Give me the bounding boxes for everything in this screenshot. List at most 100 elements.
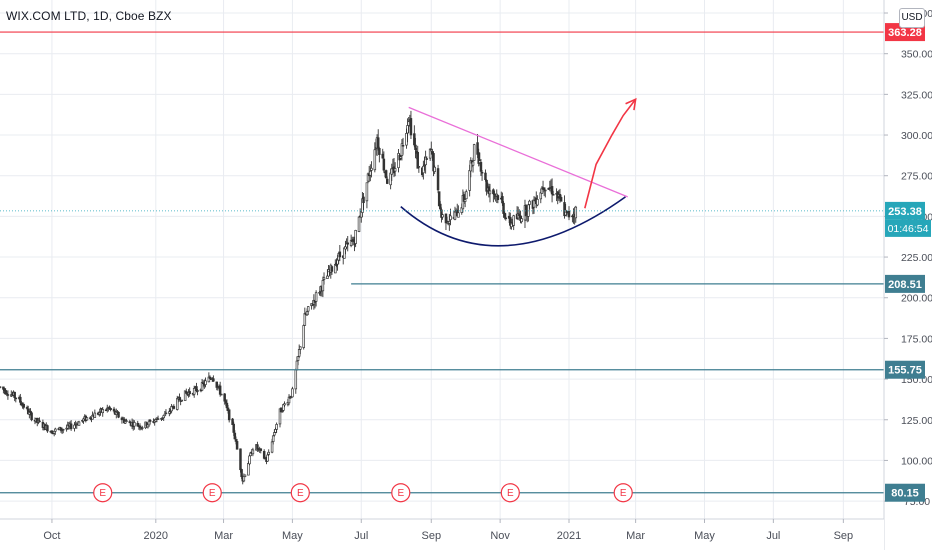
candle-body-up	[448, 221, 451, 224]
earnings-marker[interactable]	[202, 483, 222, 503]
level-label-80.15: 80.15	[885, 483, 925, 502]
candle-body-up	[248, 455, 251, 465]
candle-body-down	[233, 432, 237, 440]
earnings-marker[interactable]	[613, 483, 633, 503]
candle-body-up	[512, 215, 515, 226]
candle	[93, 409, 97, 418]
candle	[180, 399, 184, 402]
candle-body-down	[30, 412, 33, 421]
candle-body-up	[0, 386, 2, 388]
level-label-155.75-bg	[885, 360, 925, 379]
candle-body-down	[6, 394, 10, 396]
candle	[314, 290, 318, 307]
time-axis[interactable]: Oct 2020 Mar May Jul Sep Nov 2021 Mar May Jul Sep	[0, 518, 884, 550]
projection-arrow[interactable]	[584, 98, 637, 209]
candle-body-up	[196, 390, 199, 392]
candle-body-up	[204, 380, 207, 385]
candle	[156, 415, 160, 420]
candle	[200, 378, 204, 392]
candle	[409, 110, 413, 139]
candle	[346, 236, 349, 252]
candle-body-up	[251, 449, 255, 455]
earnings-marker[interactable]	[290, 483, 310, 503]
earnings-marker[interactable]	[391, 483, 411, 503]
candle	[294, 368, 298, 394]
candle	[393, 162, 397, 177]
descending-trendline[interactable]	[408, 106, 628, 198]
candle	[73, 422, 76, 432]
candle-body-down	[425, 158, 429, 160]
candle-body-up	[168, 411, 171, 414]
candle	[373, 142, 377, 173]
y-tick-label: 350.00	[901, 49, 932, 61]
earnings-marker[interactable]	[93, 483, 113, 503]
candle-body-down	[401, 145, 405, 147]
candle-body-up	[275, 424, 278, 430]
candle-body-down	[416, 151, 419, 169]
candle	[212, 375, 215, 382]
candle	[472, 143, 476, 161]
candle-body-up	[453, 211, 457, 220]
candle-body-up	[176, 398, 179, 410]
candle-body-up	[468, 170, 471, 191]
currency-button[interactable]: USD	[899, 8, 925, 28]
candle-body-down	[352, 239, 355, 242]
candle	[527, 203, 530, 222]
y-tick-label: 325.00	[901, 89, 932, 101]
candle	[574, 205, 578, 223]
candle	[378, 146, 381, 163]
earnings-marker-label: E	[397, 488, 404, 499]
last-price-label-bg	[885, 201, 925, 220]
level-label-80.15-text: 80.15	[891, 488, 919, 500]
candle	[417, 166, 421, 173]
candle	[302, 324, 305, 350]
candle-body-down	[551, 194, 555, 196]
candle-body-up	[465, 191, 468, 200]
candle	[321, 276, 325, 298]
candle-body-up	[302, 325, 305, 348]
candle-body-up	[220, 393, 223, 396]
candle-body-up	[441, 214, 444, 218]
cup-arc[interactable]	[400, 196, 626, 247]
candle	[98, 411, 101, 417]
candle	[392, 157, 396, 178]
candle-body-down	[215, 381, 219, 388]
candle	[30, 411, 33, 422]
candle	[433, 165, 436, 175]
candle	[463, 199, 467, 208]
candle-body-up	[457, 212, 460, 218]
candle-body-up	[424, 157, 427, 166]
candle-body-up	[295, 360, 299, 371]
candle-body-up	[282, 404, 285, 411]
x-tick-label: 2020	[144, 530, 168, 542]
candle-body-down	[20, 402, 23, 406]
candle	[185, 388, 188, 394]
candle-body-down	[542, 187, 546, 191]
time-axis-background	[0, 519, 884, 550]
candle-body-down	[172, 406, 176, 409]
candle	[248, 454, 251, 466]
candle-body-down	[188, 391, 191, 395]
candle	[449, 208, 452, 226]
candle-body-down	[550, 186, 554, 195]
candle-body-down	[38, 420, 41, 423]
candle-body-down	[232, 423, 235, 433]
earnings-marker-label: E	[99, 488, 106, 499]
candle-body-up	[242, 475, 246, 482]
candle	[424, 150, 427, 174]
candle-body-up	[370, 167, 373, 171]
candle	[457, 205, 460, 218]
candle-body-up	[273, 432, 276, 436]
x-tick-label: May	[282, 530, 303, 542]
y-tick-label: 125.00	[901, 415, 932, 427]
candle-body-up	[433, 166, 436, 172]
candle-body-up	[283, 403, 286, 406]
candle-body-down	[567, 210, 571, 218]
candle-body-up	[299, 346, 302, 350]
earnings-marker[interactable]	[500, 483, 520, 503]
candle-body-up	[463, 199, 467, 202]
candle	[227, 409, 231, 423]
